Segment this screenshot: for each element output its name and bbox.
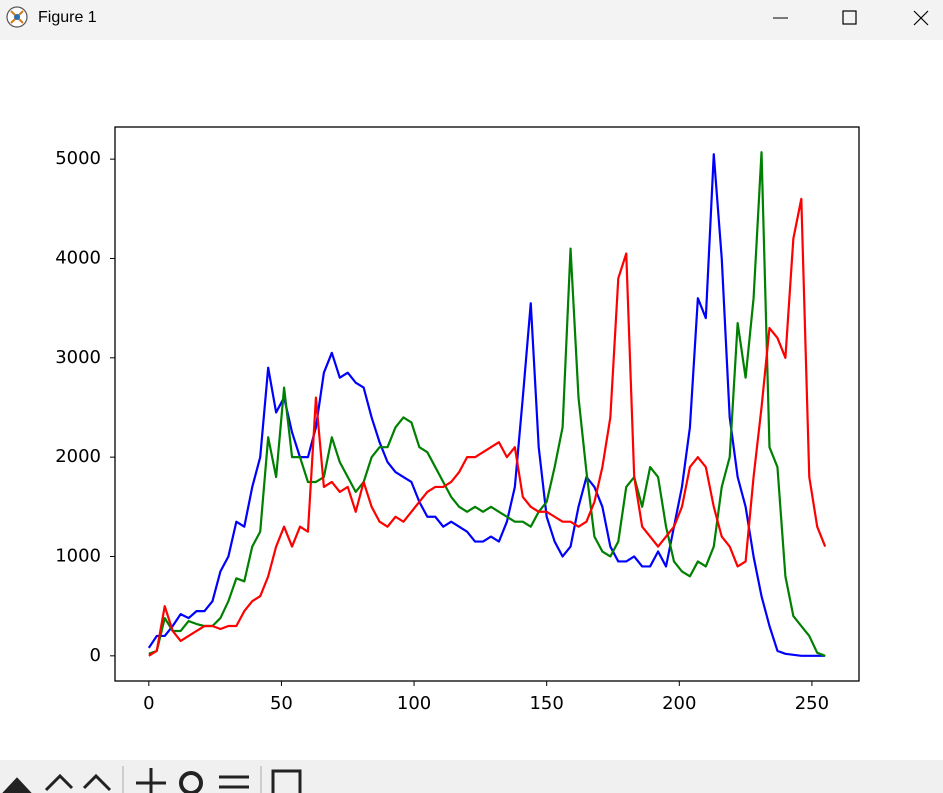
home-button[interactable] [2,777,32,793]
y-tick-label: 2000 [55,446,101,467]
y-tick-label: 5000 [55,148,101,169]
window-title: Figure 1 [38,9,97,26]
x-tick-label: 150 [529,693,563,714]
x-tick-label: 100 [397,693,431,714]
toolbar-icons [2,766,302,793]
save-button[interactable] [271,769,302,793]
configure-button[interactable] [219,775,249,789]
forward-button[interactable] [82,773,112,792]
app-icon [6,6,28,28]
x-tick-label: 250 [795,693,829,714]
y-tick-label: 1000 [55,545,101,566]
toolbar [0,760,943,793]
x-tick-label: 50 [270,693,293,714]
zoom-button[interactable] [179,771,203,793]
pan-button[interactable] [136,768,166,793]
title-bar [0,0,943,40]
data-line [148,197,827,657]
data-line [148,151,826,657]
y-tick-label: 0 [90,645,101,666]
x-tick-label: 0 [143,693,154,714]
data-line [147,153,826,657]
x-tick-label: 200 [662,693,696,714]
y-tick-label: 4000 [55,247,101,268]
y-tick-label: 3000 [55,347,101,368]
axes-frame [114,126,860,682]
back-button[interactable] [44,773,74,792]
maximize-button[interactable] [842,10,857,25]
plot: 0 50 100 150 200 250 0 1000 2000 3000 4000 5000 [55,148,829,714]
close-button[interactable] [913,10,929,26]
